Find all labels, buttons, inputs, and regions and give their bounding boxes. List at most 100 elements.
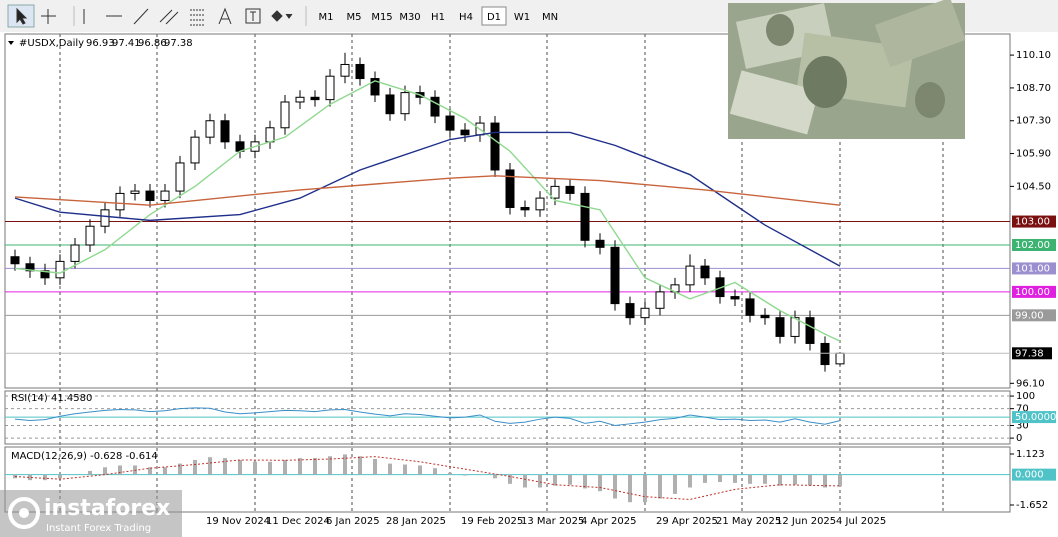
candle-body <box>400 92 410 115</box>
candle-body <box>85 225 95 246</box>
histogram-bar <box>28 474 32 481</box>
money-photo <box>728 0 966 139</box>
histogram-bar <box>658 474 662 499</box>
histogram-bar <box>253 461 257 475</box>
candle-body <box>145 190 155 201</box>
candle-body <box>355 63 365 80</box>
timeframes: M1 M5 M15 M30 H1 H4 D1 W1 MN <box>319 6 558 26</box>
candle-body <box>565 185 575 194</box>
separator <box>73 6 307 26</box>
trendline-icon[interactable] <box>133 8 149 25</box>
candle-body <box>130 190 140 194</box>
candle-body <box>160 190 170 201</box>
histogram-bar <box>418 465 422 475</box>
text-icon[interactable] <box>218 7 232 25</box>
histogram-bar <box>628 474 632 503</box>
histogram-bar <box>673 474 677 494</box>
histogram-bar <box>313 458 317 475</box>
label-glyph <box>250 11 256 21</box>
histogram-bar <box>523 474 527 488</box>
price-label: 97.38 <box>1015 348 1044 359</box>
timeframe-button[interactable]: MN <box>542 12 558 23</box>
candle-body <box>265 127 275 143</box>
shapes-icon[interactable] <box>271 10 293 22</box>
level-label: 99.00 <box>1015 310 1044 321</box>
level-tag <box>1012 411 1056 424</box>
candle-body <box>520 206 530 211</box>
timeframe-button[interactable]: D1 <box>487 12 501 23</box>
level-tag <box>1012 309 1056 322</box>
histogram-bar <box>343 454 347 475</box>
timeframe-button[interactable]: M30 <box>399 12 420 23</box>
histogram-bar <box>793 474 797 485</box>
fibo-icon[interactable] <box>190 9 205 26</box>
timeframe-button[interactable]: H1 <box>431 12 445 23</box>
candle-body <box>505 169 515 208</box>
x-tick-label: 29 Apr 2025 <box>656 516 718 527</box>
candle-body <box>40 270 50 279</box>
histogram-bar <box>688 474 692 488</box>
timeframe-button[interactable]: M1 <box>319 12 334 23</box>
tool-icons <box>7 4 307 28</box>
histogram-bar <box>43 474 47 481</box>
histogram-bar <box>268 461 272 475</box>
channel-icon[interactable] <box>159 9 179 25</box>
candle-body <box>685 265 695 286</box>
histogram-bar <box>58 474 62 479</box>
indicator-line <box>14 407 841 426</box>
timeframe-button[interactable]: W1 <box>514 12 530 23</box>
level-tag <box>1012 285 1056 298</box>
panel-frame <box>4 33 1011 389</box>
x-tick-label: 13 Mar 2025 <box>521 516 584 527</box>
timeframe-button[interactable]: M5 <box>347 12 362 23</box>
candle-body <box>25 263 35 272</box>
histogram-bar <box>733 474 737 483</box>
x-tick-label: 19 Feb 2025 <box>461 516 523 527</box>
histogram-bar <box>463 474 467 476</box>
histogram-bar <box>148 467 152 475</box>
candle-body <box>745 298 755 316</box>
candle-body <box>340 63 350 77</box>
y-tick-label: 110.10 <box>1016 50 1051 61</box>
timeframe-button[interactable]: H4 <box>459 12 473 23</box>
crosshair-icon[interactable] <box>41 9 56 24</box>
histogram-bar <box>643 474 647 503</box>
candle-body <box>730 296 740 300</box>
y-tick-label: 108.70 <box>1016 83 1051 94</box>
candle-body <box>490 122 500 171</box>
label-icon[interactable] <box>245 8 261 24</box>
level-label: 0.000 <box>1015 470 1044 481</box>
histogram-bar <box>208 457 212 475</box>
y-tick-label: 30 <box>1016 420 1029 431</box>
cursor-icon <box>16 7 28 25</box>
candle-body <box>115 192 125 211</box>
candle-body <box>550 185 560 199</box>
histogram-bar <box>613 474 617 499</box>
histogram-bar <box>388 463 392 475</box>
histogram-bar <box>433 468 437 475</box>
level-label: 101.00 <box>1015 263 1050 274</box>
level-label: 100.00 <box>1015 287 1050 298</box>
histogram-bar <box>568 474 572 485</box>
logo-tagline: Instant Forex Trading <box>46 523 151 534</box>
panel-frame <box>4 446 1011 513</box>
level-label: 50.0000 <box>1015 412 1056 423</box>
ohlc-low: 96.86 <box>138 38 167 49</box>
candle-body <box>310 96 320 101</box>
level-tag <box>1012 468 1056 481</box>
candle-body <box>220 120 230 143</box>
candle-body <box>700 265 710 279</box>
logo-name: instaforex <box>44 496 170 521</box>
candle-body <box>205 120 215 138</box>
plots: 110.10 108.70 107.30 105.90 104.50 96.10 103.0… <box>4 33 1056 527</box>
x-tick-label: 21 May 2025 <box>716 516 781 527</box>
ohlc-open: 96.93 <box>86 38 115 49</box>
histogram-bar <box>703 474 707 483</box>
candle-body <box>190 136 200 164</box>
collapse-arrow <box>8 41 14 45</box>
candle-body <box>385 94 395 115</box>
symbol-title: #USDX,Daily <box>19 38 84 49</box>
timeframe-button[interactable]: M15 <box>371 12 392 23</box>
candle-body <box>775 317 785 337</box>
indicator-title: RSI(14) 41.4580 <box>11 393 92 404</box>
